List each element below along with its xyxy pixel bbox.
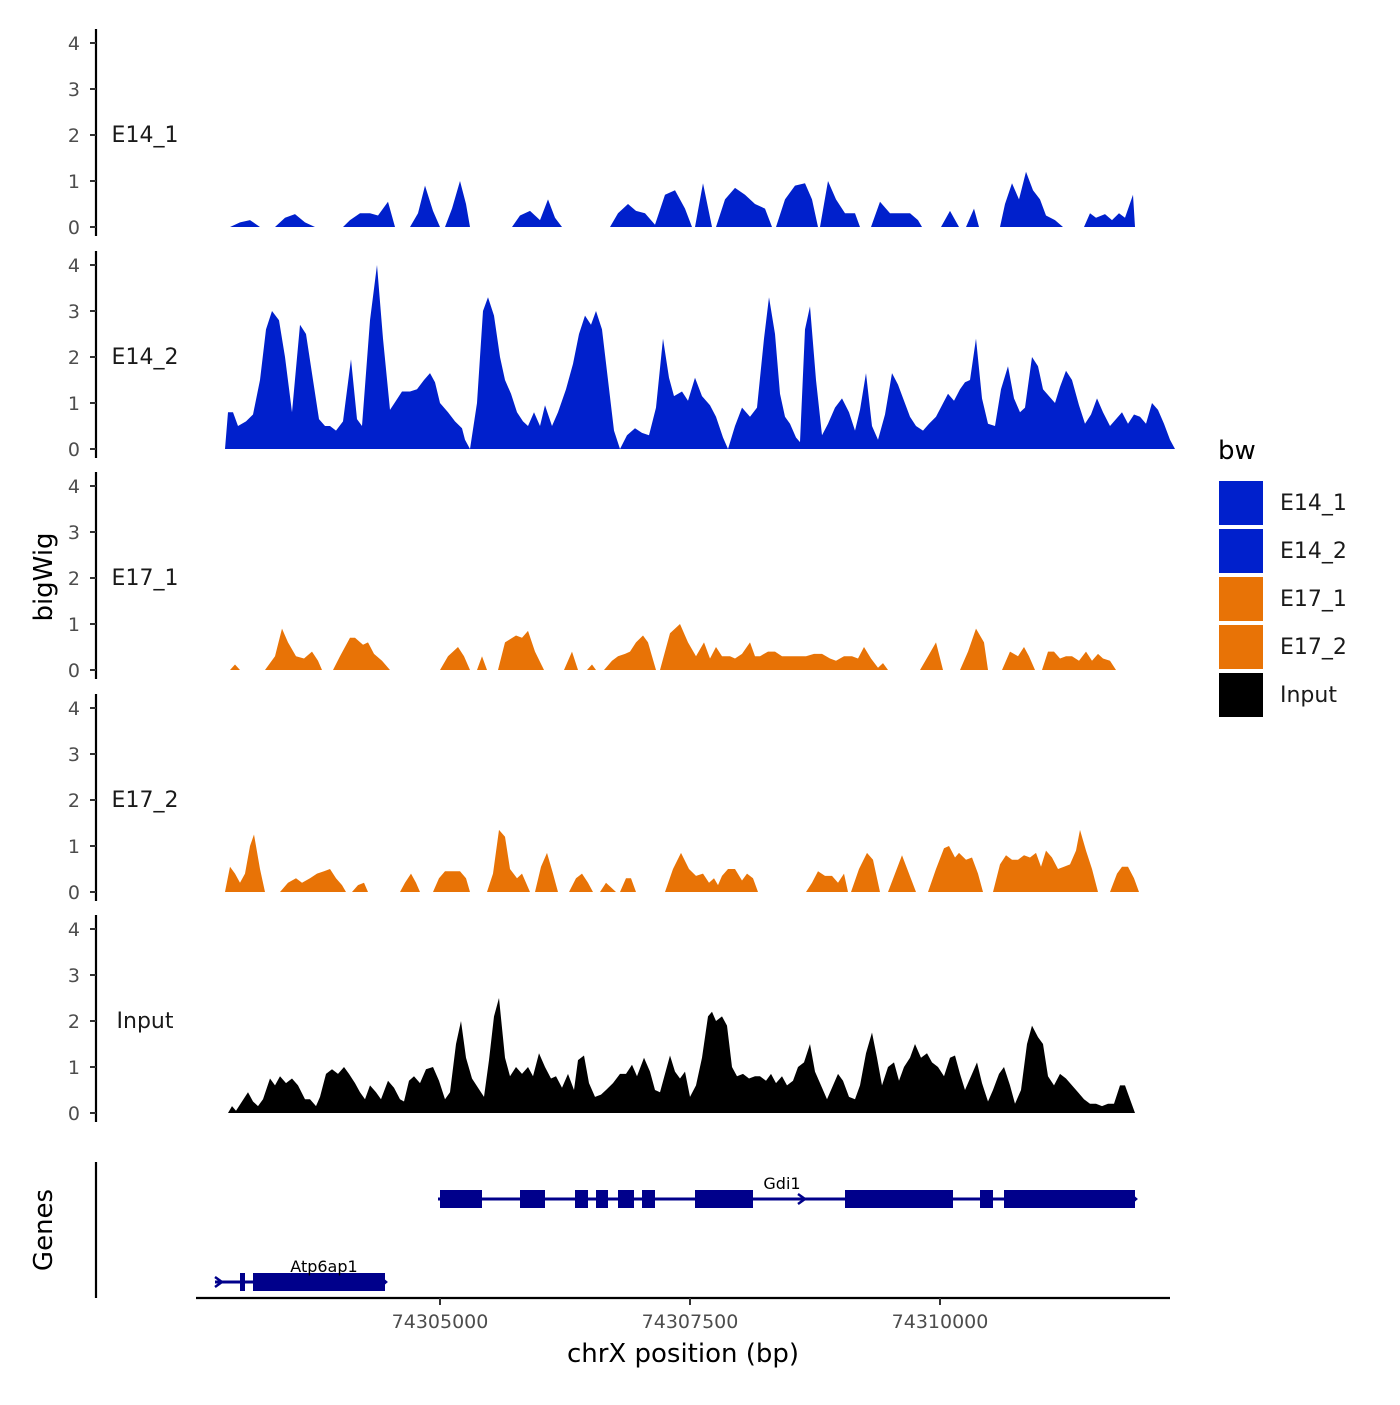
y-tick-label: 3 bbox=[68, 965, 80, 987]
signal-area-E17_2 bbox=[225, 829, 1139, 892]
signal-area-E14_1 bbox=[230, 171, 1135, 227]
legend-swatch bbox=[1219, 481, 1263, 525]
y-tick-label: 1 bbox=[68, 393, 80, 415]
y-tick-label: 2 bbox=[68, 790, 80, 812]
y-tick-label: 2 bbox=[68, 1011, 80, 1033]
legend-swatch bbox=[1219, 673, 1263, 717]
gene-label: Atp6ap1 bbox=[290, 1257, 357, 1276]
gene-exon bbox=[575, 1190, 588, 1208]
x-axis-ticks: 74305000 74307500 74310000 bbox=[392, 1298, 989, 1333]
gene-Gdi1: Gdi1 bbox=[438, 1174, 1138, 1208]
track-E17_2: 0 1 2 3 4 E17_2 bbox=[68, 694, 1139, 904]
gene-exon bbox=[695, 1190, 753, 1208]
y-tick-label: 4 bbox=[68, 255, 80, 277]
gene-exon bbox=[845, 1190, 953, 1208]
legend-title: bw bbox=[1218, 436, 1256, 466]
track-label: E17_1 bbox=[112, 566, 179, 591]
y-tick-label: 4 bbox=[68, 476, 80, 498]
y-tick-label: 4 bbox=[68, 698, 80, 720]
x-tick-label: 74310000 bbox=[892, 1311, 989, 1333]
legend-label: E17_1 bbox=[1280, 587, 1347, 612]
gene-exon bbox=[520, 1190, 545, 1208]
legend-label: E14_1 bbox=[1280, 491, 1347, 516]
y-tick-label: 2 bbox=[68, 125, 80, 147]
y-tick-label: 3 bbox=[68, 522, 80, 544]
y-tick-label: 1 bbox=[68, 171, 80, 193]
gene-exon bbox=[596, 1190, 608, 1208]
track-Input: 0 1 2 3 4 Input bbox=[68, 915, 1135, 1125]
gene-exon bbox=[240, 1273, 245, 1291]
strand-chevron bbox=[214, 1275, 225, 1289]
y-tick-label: 3 bbox=[68, 79, 80, 101]
gene-exon bbox=[253, 1273, 385, 1291]
gene-end-arrow bbox=[378, 1275, 388, 1289]
y-tick-label: 0 bbox=[68, 1103, 80, 1125]
x-tick-label: 74305000 bbox=[392, 1311, 489, 1333]
x-tick-label: 74307500 bbox=[642, 1311, 739, 1333]
gene-exon bbox=[618, 1190, 634, 1208]
signal-area-E14_2 bbox=[225, 265, 1175, 449]
track-label: E17_2 bbox=[112, 788, 179, 813]
gene-Atp6ap1: Atp6ap1 bbox=[214, 1257, 388, 1291]
track-E14_1: 0 1 2 3 4 E14_1 bbox=[68, 29, 1135, 239]
y-tick-label: 4 bbox=[68, 33, 80, 55]
gene-label: Gdi1 bbox=[763, 1174, 800, 1193]
y-axis-title: bigWig bbox=[29, 532, 59, 621]
legend-label: E14_2 bbox=[1280, 539, 1347, 564]
y-tick-label: 1 bbox=[68, 836, 80, 858]
legend-swatch bbox=[1219, 625, 1263, 669]
signal-area-E17_1 bbox=[230, 624, 1135, 670]
track-label: Input bbox=[117, 1009, 174, 1034]
legend-label: Input bbox=[1280, 683, 1337, 708]
legend-swatch bbox=[1219, 529, 1263, 573]
y-tick-label: 0 bbox=[68, 217, 80, 239]
gene-end-arrow bbox=[1128, 1192, 1138, 1206]
track-label: E14_1 bbox=[112, 123, 179, 148]
strand-chevron bbox=[797, 1192, 808, 1206]
y-tick-label: 3 bbox=[68, 744, 80, 766]
genes-track-label: Genes bbox=[29, 1189, 59, 1271]
y-tick-label: 1 bbox=[68, 1057, 80, 1079]
y-tick-label: 0 bbox=[68, 439, 80, 461]
y-tick-label: 0 bbox=[68, 660, 80, 682]
legend-swatch bbox=[1219, 577, 1263, 621]
y-tick-label: 0 bbox=[68, 882, 80, 904]
genes-track: Gdi1 Atp6ap1 bbox=[214, 1174, 1138, 1291]
gene-exon bbox=[440, 1190, 482, 1208]
signal-area-Input bbox=[228, 998, 1135, 1113]
track-label: E14_2 bbox=[112, 345, 179, 370]
x-axis-title: chrX position (bp) bbox=[567, 1339, 799, 1369]
track-E17_1: 0 1 2 3 4 E17_1 bbox=[68, 472, 1135, 682]
legend-label: E17_2 bbox=[1280, 635, 1347, 660]
track-E14_2: 0 1 2 3 4 E14_2 bbox=[68, 251, 1175, 461]
gene-exon bbox=[980, 1190, 993, 1208]
y-tick-label: 2 bbox=[68, 347, 80, 369]
y-tick-label: 4 bbox=[68, 919, 80, 941]
signal-tracks: 0 1 2 3 4 E14_1 0 1 2 3 4 E14_2 0 1 2 3 4 E17_1 0 1 2 3 4 E17_2… bbox=[68, 29, 1175, 1125]
legend: bw E14_1 E14_2 E17_1 E17_2 Input bbox=[1218, 436, 1347, 717]
y-tick-label: 3 bbox=[68, 301, 80, 323]
gene-exon bbox=[642, 1190, 655, 1208]
y-tick-label: 2 bbox=[68, 568, 80, 590]
gene-exon bbox=[1004, 1190, 1135, 1208]
y-tick-label: 1 bbox=[68, 614, 80, 636]
